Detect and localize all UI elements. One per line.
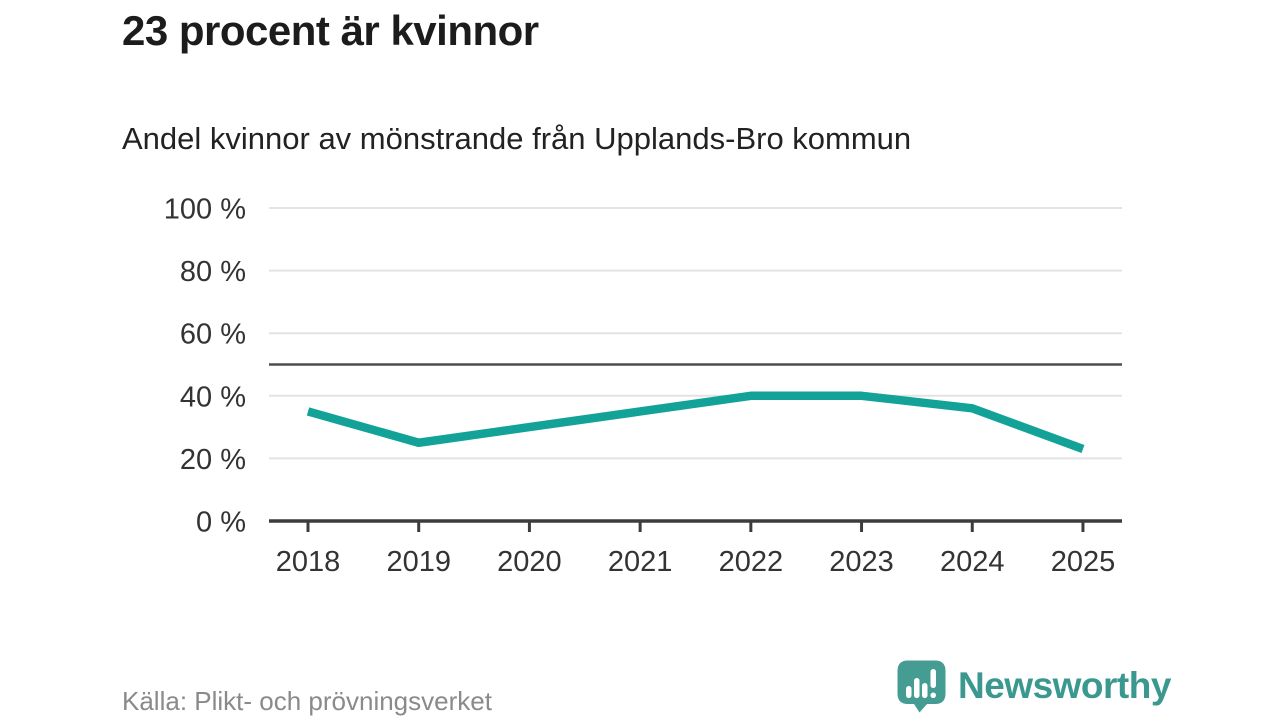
y-tick-label: 40 % — [180, 381, 246, 413]
x-tick-label: 2022 — [719, 546, 784, 578]
page-title: 23 procent är kvinnor — [122, 7, 539, 54]
y-tick-label: 80 % — [180, 256, 246, 288]
x-tick-label: 2023 — [829, 546, 894, 578]
series-line — [306, 391, 1085, 453]
x-tick-label: 2020 — [497, 546, 562, 578]
chart-subtitle: Andel kvinnor av mönstrande från Uppland… — [122, 121, 912, 156]
y-tick-label: 100 % — [164, 194, 246, 226]
y-tick-label: 0 % — [196, 507, 246, 539]
brand-wordmark: Newsworthy — [958, 665, 1171, 706]
y-tick-label: 20 % — [180, 444, 246, 476]
x-tick-label: 2025 — [1051, 546, 1116, 578]
source-note: Källa: Plikt- och prövningsverket — [122, 686, 492, 716]
x-tick-label: 2019 — [386, 546, 451, 578]
x-tick-label: 2018 — [276, 546, 341, 578]
x-tick-label: 2021 — [608, 546, 673, 578]
y-tick-label: 60 % — [180, 319, 246, 351]
x-tick-label: 2024 — [940, 546, 1005, 578]
brand-footer: Newsworthy — [897, 660, 1171, 713]
newsworthy-logo-icon — [897, 660, 946, 713]
